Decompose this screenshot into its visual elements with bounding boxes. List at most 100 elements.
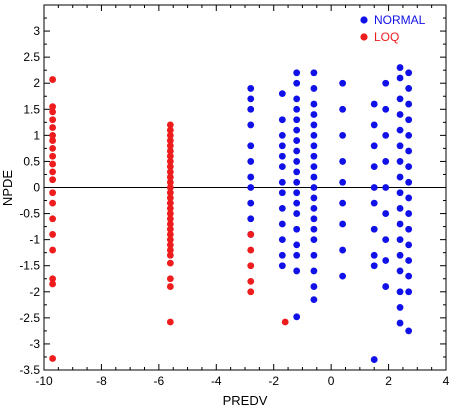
normal-point	[370, 121, 378, 129]
loq-point	[49, 231, 57, 238]
normal-point	[405, 178, 413, 186]
loq-point	[49, 275, 57, 283]
y-tick-label: 0.5	[23, 154, 40, 168]
normal-point	[247, 95, 255, 103]
normal-point	[405, 288, 413, 296]
loq-point	[49, 76, 57, 83]
normal-point	[396, 95, 404, 103]
normal-point	[293, 69, 301, 77]
loq-point	[166, 158, 174, 165]
loq-point	[166, 189, 174, 197]
y-tick-label: -2	[29, 285, 40, 299]
normal-point	[293, 267, 301, 275]
normal-point	[382, 131, 390, 139]
normal-point	[396, 236, 404, 244]
normal-point	[405, 163, 413, 171]
normal-point	[278, 116, 286, 124]
y-tick-label: 1	[33, 128, 40, 142]
normal-point	[278, 163, 286, 171]
loq-point	[166, 215, 174, 223]
normal-point	[396, 173, 404, 181]
loq-point	[166, 199, 174, 207]
normal-point	[396, 251, 404, 259]
x-tick-label: -2	[268, 374, 279, 388]
loq-point	[166, 259, 174, 267]
normal-point	[310, 225, 318, 233]
loq-point	[166, 126, 174, 134]
normal-point	[310, 267, 318, 275]
normal-point	[247, 184, 255, 191]
loq-point	[166, 275, 174, 283]
normal-point	[310, 121, 318, 129]
loq-point	[166, 152, 174, 160]
loq-point	[166, 147, 174, 155]
normal-point	[293, 210, 301, 217]
normal-point	[405, 116, 413, 124]
loq-point	[49, 246, 57, 254]
x-axis: -10 -8 -6 -4 -2 0 2 4	[35, 5, 450, 388]
normal-point	[293, 116, 301, 124]
normal-point	[278, 204, 286, 212]
normal-point	[293, 313, 301, 321]
loq-point	[49, 280, 57, 288]
y-tick-label: -2.5	[19, 311, 40, 325]
normal-point	[278, 152, 286, 160]
x-tick-label: -8	[96, 374, 107, 388]
y-axis: -3.5 -3 -2.5 -2 -1.5 -1 -0.5 0 0.5 1 1.5 2 2.5 3	[19, 4, 446, 377]
normal-point	[370, 100, 378, 108]
normal-point	[339, 158, 347, 165]
normal-point	[382, 236, 390, 244]
normal-point	[293, 158, 301, 165]
normal-point	[247, 199, 255, 207]
normal-point	[278, 236, 286, 244]
loq-point	[166, 210, 174, 217]
normal-point	[396, 74, 404, 82]
normal-point	[247, 215, 255, 223]
normal-point	[382, 105, 390, 113]
loq-point	[247, 277, 255, 285]
loq-point	[166, 236, 174, 244]
loq-legend-marker	[360, 33, 368, 41]
normal-point	[310, 283, 318, 290]
normal-point	[370, 225, 378, 233]
normal-point	[310, 131, 318, 139]
normal-point	[396, 288, 404, 296]
normal-point	[310, 69, 318, 77]
normal-point	[278, 90, 286, 98]
y-tick-label: 2.5	[23, 50, 40, 64]
normal-point	[370, 251, 378, 259]
normal-point	[339, 178, 347, 186]
loq-point	[166, 142, 174, 150]
loq-point	[49, 103, 57, 111]
normal-point	[310, 100, 318, 108]
y-tick-label: 0	[33, 181, 40, 195]
y-tick-label: 2	[33, 76, 40, 90]
loq-point	[166, 220, 174, 228]
normal-point	[370, 163, 378, 171]
y-tick-label: -3	[29, 337, 40, 351]
normal-point	[247, 173, 255, 181]
loq-point	[247, 262, 255, 270]
normal-point	[405, 147, 413, 155]
normal-point	[405, 257, 413, 264]
normal-point	[293, 241, 301, 249]
normal-point	[293, 105, 301, 113]
normal-point	[293, 225, 301, 233]
loq-point	[247, 231, 255, 238]
normal-point	[247, 85, 255, 92]
normal-point	[293, 178, 301, 186]
x-tick-label: 2	[385, 374, 392, 388]
loq-point	[49, 144, 57, 152]
normal-point	[247, 121, 255, 129]
loq-point	[49, 137, 57, 144]
normal-legend-marker	[360, 16, 368, 24]
normal-point	[293, 126, 301, 134]
normal-point	[405, 100, 413, 108]
normal-point	[370, 262, 378, 270]
loq-point	[166, 168, 174, 176]
normal-point	[278, 178, 286, 186]
normal-point	[247, 158, 255, 165]
data-points	[49, 64, 413, 363]
normal-point	[293, 137, 301, 144]
y-tick-label: 1.5	[23, 102, 40, 116]
